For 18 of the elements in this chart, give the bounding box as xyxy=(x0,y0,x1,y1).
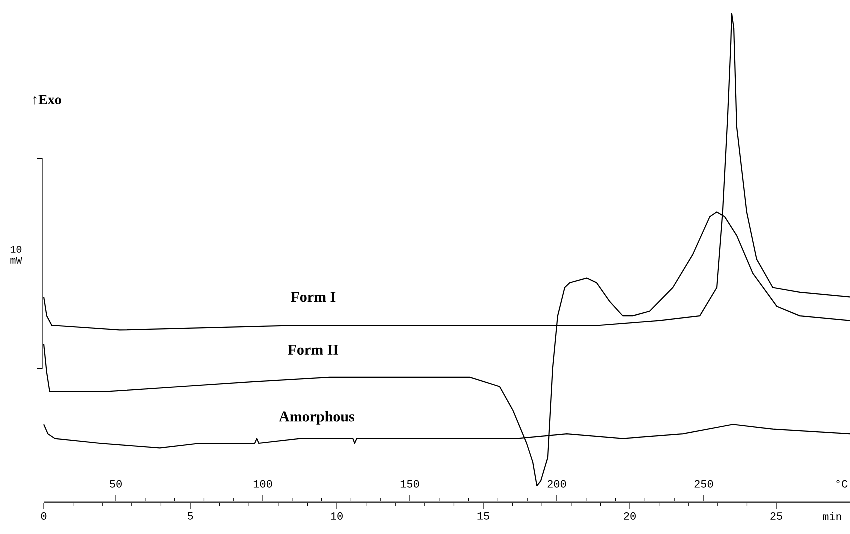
x2-tick-label: 50 xyxy=(110,480,122,488)
x2-tick-label: 100 xyxy=(254,480,272,488)
x-tick-label: 15 xyxy=(478,512,490,520)
series-label: Amorphous xyxy=(279,411,354,425)
annotation: ↑Exo xyxy=(33,95,62,105)
text: 10 mW xyxy=(10,246,22,264)
x2-tick-label: 250 xyxy=(694,480,714,488)
x2-axis-title: °C xyxy=(836,480,848,488)
x-tick-label: 5 xyxy=(188,512,194,520)
x-tick-label: 0 xyxy=(41,512,47,520)
x-tick-label: 25 xyxy=(770,512,782,520)
series-label: Form I xyxy=(290,292,336,302)
x-axis-title: min xyxy=(823,512,842,520)
x-tick-label: 10 xyxy=(331,512,343,520)
x2-tick-label: 200 xyxy=(548,480,566,488)
x-tick-label: 20 xyxy=(624,512,636,520)
x2-tick-label: 150 xyxy=(400,480,420,488)
series-label: Form II xyxy=(288,345,339,356)
